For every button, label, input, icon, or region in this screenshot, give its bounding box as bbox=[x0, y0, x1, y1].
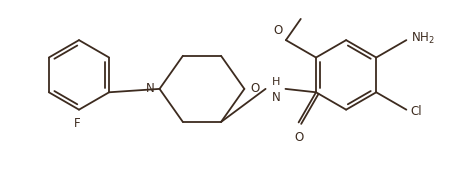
Text: F: F bbox=[74, 117, 80, 130]
Text: NH$_2$: NH$_2$ bbox=[411, 30, 435, 45]
Text: O: O bbox=[251, 82, 260, 95]
Text: H: H bbox=[272, 77, 280, 87]
Text: O: O bbox=[294, 131, 303, 144]
Text: Cl: Cl bbox=[411, 105, 422, 118]
Text: N: N bbox=[272, 91, 280, 104]
Text: N: N bbox=[146, 82, 155, 95]
Text: O: O bbox=[273, 24, 283, 37]
